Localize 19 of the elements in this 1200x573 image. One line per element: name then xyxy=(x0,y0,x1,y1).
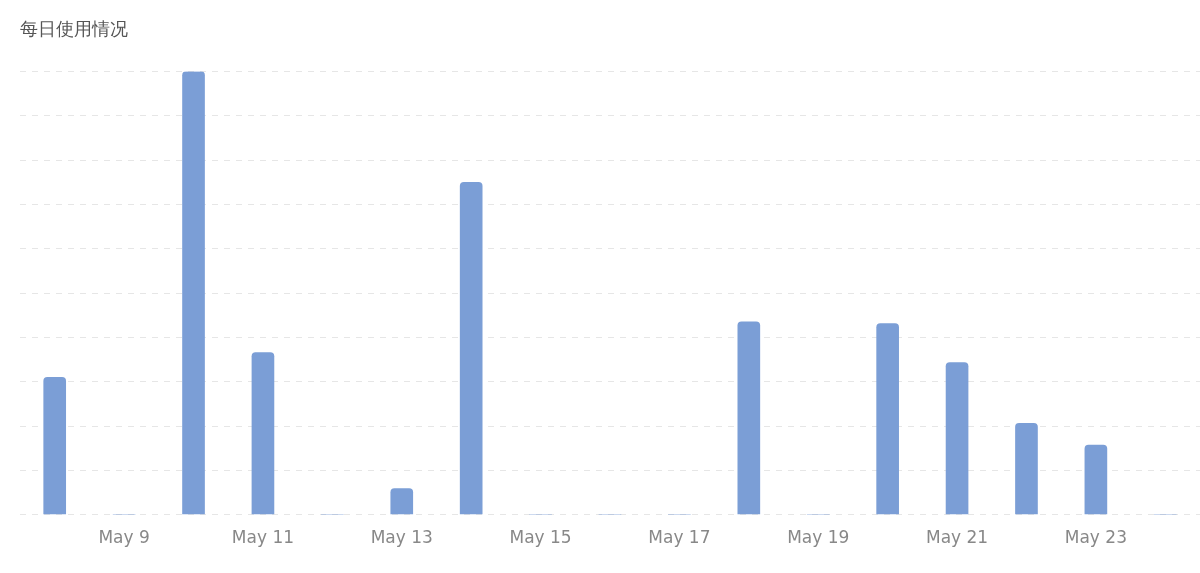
bar xyxy=(876,323,899,515)
x-tick-label: May 21 xyxy=(925,527,989,548)
bar xyxy=(1084,444,1108,515)
bar xyxy=(251,352,275,515)
bar xyxy=(182,71,205,515)
bar xyxy=(43,376,67,515)
bar xyxy=(459,182,483,515)
bar xyxy=(737,321,761,515)
bar xyxy=(1015,423,1038,515)
chart-title: 每日使用情况 xyxy=(20,18,128,40)
x-tick-label: May 17 xyxy=(648,527,711,548)
x-tick-label: May 19 xyxy=(787,527,850,548)
x-tick-label: May 11 xyxy=(231,527,295,548)
bar xyxy=(390,488,414,515)
x-tick-label: May 9 xyxy=(98,527,150,548)
x-tick-label: May 23 xyxy=(1064,527,1127,548)
x-tick-label: May 15 xyxy=(509,527,572,548)
bar xyxy=(945,362,969,515)
x-tick-label: May 13 xyxy=(370,527,433,548)
